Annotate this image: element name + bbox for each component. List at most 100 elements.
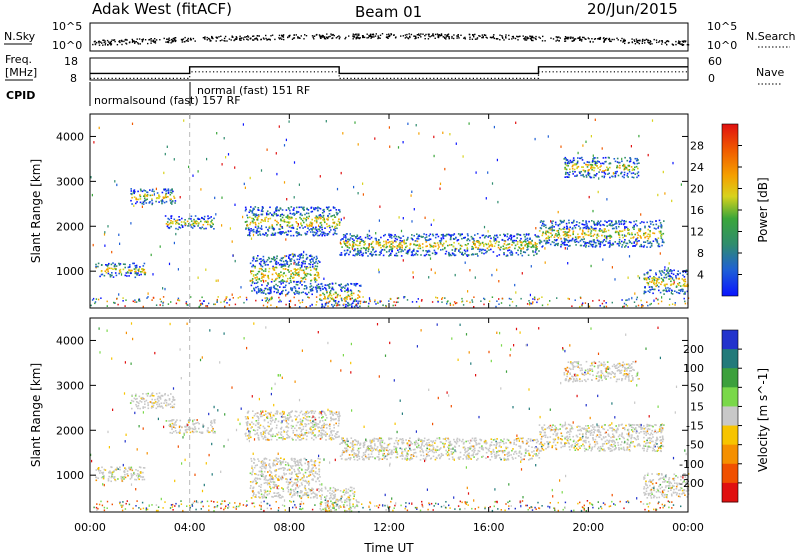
echo-cell (138, 478, 140, 481)
echo-cell (572, 170, 574, 173)
echo-cell (251, 210, 253, 213)
echo-cell (327, 233, 330, 235)
echo-cell (165, 402, 168, 404)
echo-cell (329, 226, 331, 229)
echo-cell (316, 271, 318, 274)
echo-cell (215, 213, 217, 216)
echo-cell (598, 161, 600, 163)
echo-cell (667, 289, 670, 291)
echo-cell (671, 303, 674, 305)
nsky-point (118, 40, 120, 43)
echo-cell (139, 188, 142, 191)
echo-cell (157, 395, 159, 398)
echo-cell (171, 420, 173, 422)
echo-cell (261, 272, 263, 275)
echo-cell (149, 189, 151, 191)
nsky-point (171, 39, 174, 42)
echo-cell (540, 241, 543, 243)
echo-cell (262, 279, 264, 282)
echo-cell (406, 239, 408, 241)
echo-cell (461, 237, 463, 240)
echo-cell (399, 239, 401, 242)
echo-cell (624, 239, 626, 241)
echo-cell (550, 232, 552, 235)
echo-cell (136, 201, 138, 203)
echo-cell (336, 304, 338, 307)
echo-cell (457, 242, 460, 245)
echo-cell (362, 254, 364, 257)
echo-cell (286, 263, 289, 265)
echo-cell (644, 225, 646, 228)
echo-cell (651, 119, 654, 122)
echo-cell (271, 267, 274, 270)
echo-cell (281, 227, 284, 229)
echo-cell (603, 239, 605, 241)
echo-cell (621, 157, 623, 161)
echo-cell (260, 219, 263, 221)
echo-cell (622, 163, 625, 166)
echo-cell (170, 301, 172, 303)
echo-cell (564, 173, 567, 175)
echo-cell (255, 232, 258, 234)
echo-cell (181, 226, 184, 228)
echo-cell (560, 222, 563, 224)
echo-cell (247, 216, 249, 219)
echo-cell (682, 271, 684, 273)
echo-cell (562, 231, 565, 233)
echo-cell (318, 234, 321, 237)
echo-cell (312, 263, 314, 266)
echo-cell (313, 268, 316, 270)
echo-cell (280, 218, 282, 221)
nsky-point (649, 43, 651, 45)
echo-cell (531, 302, 534, 305)
nsky-point (252, 39, 255, 41)
echo-cell (580, 170, 582, 173)
nsky-point (235, 38, 238, 40)
echo-cell (663, 269, 666, 271)
echo-cell (183, 432, 185, 435)
echo-cell (281, 279, 284, 281)
echo-cell (472, 246, 475, 249)
echo-cell (653, 283, 656, 286)
echo-cell (590, 264, 592, 268)
echo-cell (99, 275, 101, 278)
echo-cell (297, 274, 299, 276)
echo-cell (585, 174, 588, 177)
nsky-point (514, 37, 517, 40)
echo-cell (535, 235, 537, 238)
echo-cell (331, 288, 334, 290)
y-tick-label: 3000 (56, 175, 84, 188)
echo-cell (268, 270, 270, 273)
nsky-point (94, 40, 96, 42)
echo-cell (461, 297, 463, 300)
echo-cell (680, 183, 682, 186)
echo-cell (293, 262, 295, 265)
echo-cell (395, 235, 398, 238)
echo-cell (592, 235, 594, 237)
echo-cell (621, 160, 623, 163)
echo-cell (295, 263, 298, 265)
echo-cell (170, 217, 173, 219)
echo-cell (282, 231, 284, 233)
echo-cell (672, 277, 674, 280)
echo-cell (286, 217, 289, 219)
echo-cell (137, 190, 139, 193)
echo-cell (392, 241, 394, 244)
echo-cell (633, 162, 636, 165)
nsky-point (278, 34, 281, 37)
freq-label-1: Freq. (5, 53, 32, 66)
echo-cell (315, 255, 318, 258)
echo-cell (285, 138, 287, 142)
echo-cell (603, 176, 605, 179)
echo-cell (314, 217, 317, 219)
echo-cell (169, 222, 171, 225)
echo-cell (559, 223, 561, 226)
echo-cell (511, 254, 514, 256)
echo-cell (278, 125, 280, 128)
echo-cell (406, 299, 409, 301)
nsky-point (565, 37, 568, 39)
cpid-panel: CPID normalsound (fast) 157 RF normal (f… (6, 82, 310, 107)
echo-cell (378, 219, 380, 222)
echo-cell (412, 271, 414, 274)
echo-cell (275, 207, 277, 209)
